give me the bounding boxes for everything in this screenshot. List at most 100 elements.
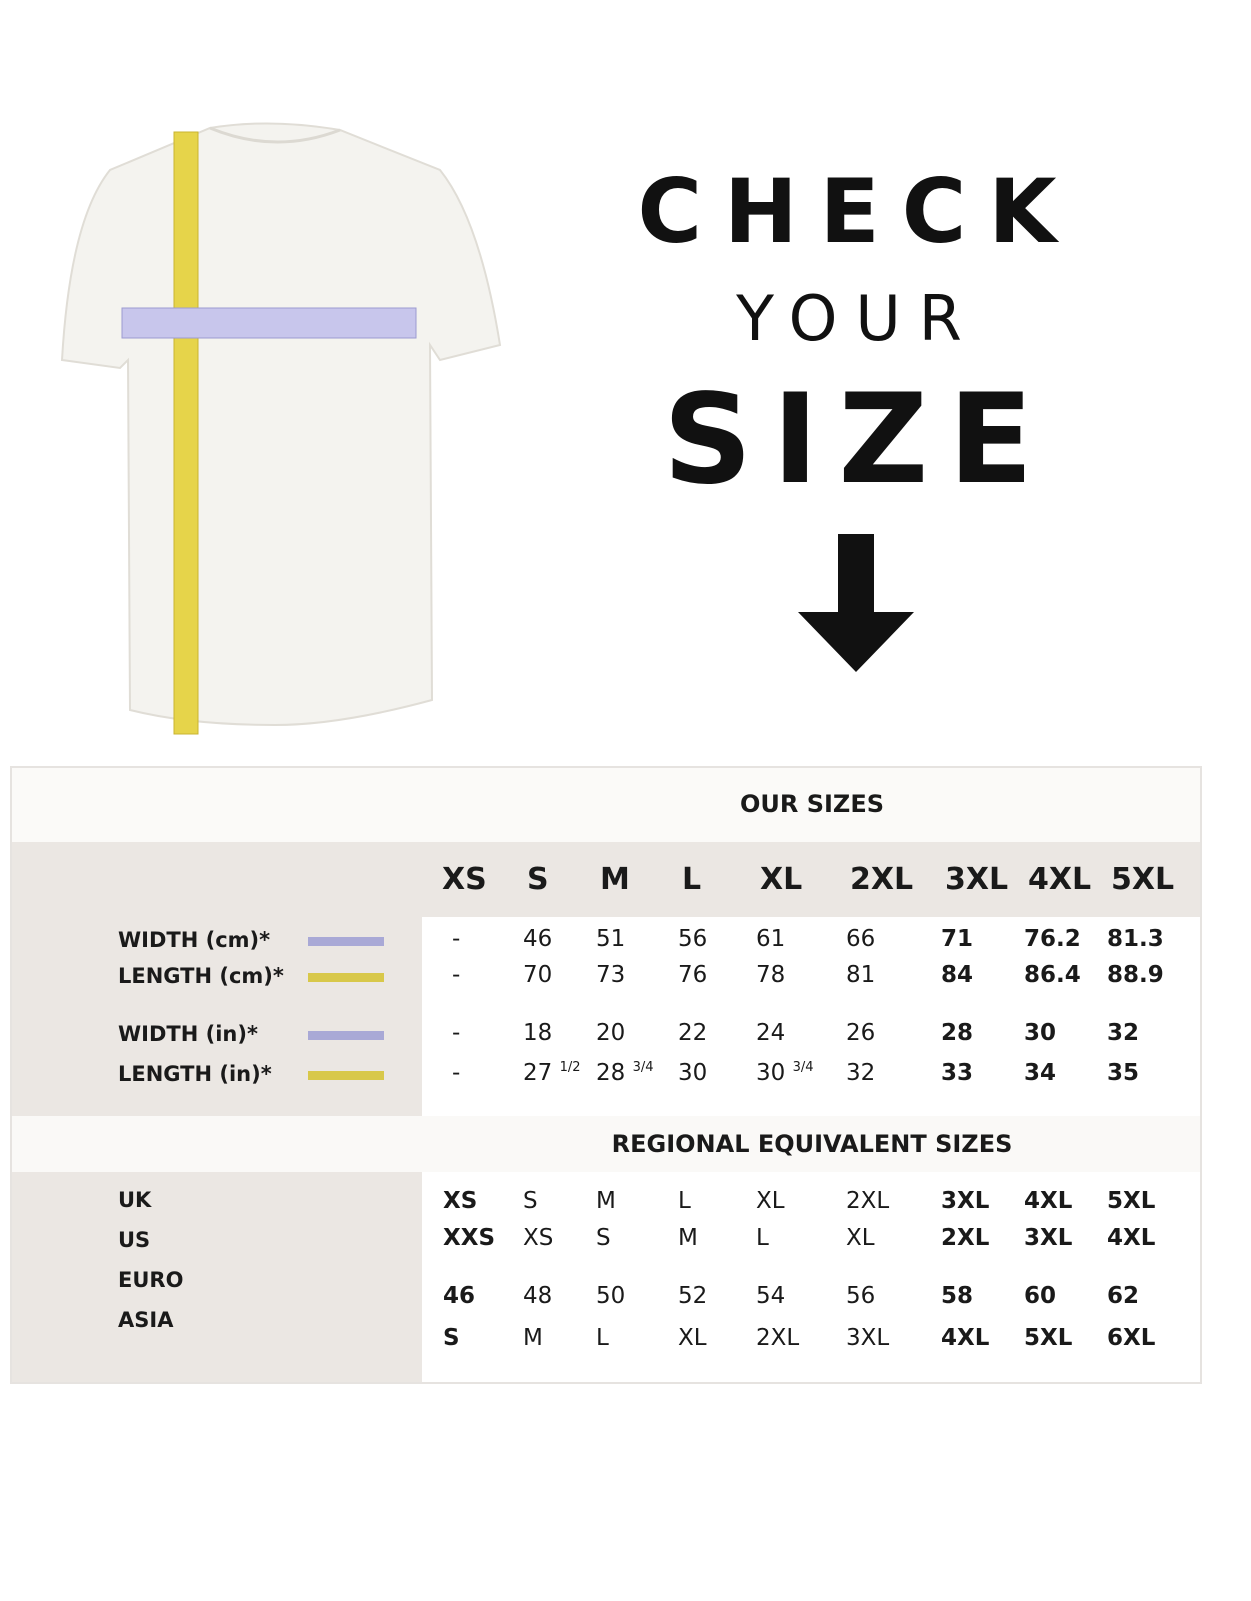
- regional-section: UK XS S M L XL 2XL 3XL 4XL 5XL US XXS XS S M L XL 2XL 3XL 4…: [12, 1172, 1200, 1382]
- size-header-4xl: 4XL: [1028, 862, 1092, 897]
- regional-size-value: XL: [678, 1325, 707, 1351]
- size-value: 35: [1107, 1060, 1140, 1086]
- regional-size-value: 4XL: [1024, 1188, 1073, 1214]
- size-value: 76.2: [1024, 926, 1081, 952]
- size-value: 26: [846, 1020, 876, 1046]
- size-value: 76: [678, 962, 708, 988]
- size-value: -: [452, 1020, 461, 1046]
- regional-header: REGIONAL EQUIVALENT SIZES: [12, 1116, 1200, 1172]
- regional-size-value: XXS: [443, 1225, 496, 1251]
- regional-size-value: 60: [1024, 1283, 1057, 1309]
- regional-size-value: 3XL: [846, 1325, 890, 1351]
- size-value: 71: [941, 926, 974, 952]
- size-value: 30: [678, 1060, 708, 1086]
- region-label-euro: EURO: [118, 1268, 184, 1292]
- size-value: 18: [523, 1020, 553, 1046]
- regional-size-value: L: [596, 1325, 609, 1351]
- heading-size: SIZE: [662, 368, 1054, 512]
- size-header-s: S: [527, 862, 549, 897]
- size-value: 34: [1024, 1060, 1057, 1086]
- regional-size-value: L: [756, 1225, 769, 1251]
- size-value: 30 3/4: [756, 1060, 814, 1086]
- regional-size-value: XS: [443, 1188, 478, 1214]
- size-value: 33: [941, 1060, 974, 1086]
- size-value: 66: [846, 926, 876, 952]
- regional-size-value: M: [523, 1325, 543, 1351]
- heading-your: YOUR: [736, 282, 980, 355]
- region-label-uk: UK: [118, 1188, 152, 1212]
- width-color-key: [308, 937, 384, 946]
- size-value: -: [452, 962, 461, 988]
- regional-size-value: S: [523, 1188, 538, 1214]
- row-label: WIDTH (in)*: [118, 1022, 258, 1046]
- size-value: 81.3: [1107, 926, 1164, 952]
- our-sizes-header: OUR SIZES: [12, 768, 1200, 842]
- regional-size-value: 56: [846, 1283, 876, 1309]
- tshirt-shape: [60, 122, 502, 727]
- regional-size-value: M: [678, 1225, 698, 1251]
- size-header-2xl: 2XL: [850, 862, 914, 897]
- regional-size-value: 5XL: [1107, 1188, 1156, 1214]
- length-tape-measure: [173, 131, 199, 735]
- length-color-key: [308, 973, 384, 982]
- size-value: 86.4: [1024, 962, 1081, 988]
- size-value: 20: [596, 1020, 626, 1046]
- row-label: LENGTH (cm)*: [118, 964, 284, 988]
- size-header-xs: XS: [442, 862, 487, 897]
- regional-size-value: S: [443, 1325, 460, 1351]
- regional-size-value: 4XL: [1107, 1225, 1156, 1251]
- size-value: 24: [756, 1020, 786, 1046]
- our-sizes-section: XS S M L XL 2XL 3XL 4XL 5XL WIDTH (cm)* - 46 51 56 6…: [12, 842, 1200, 1116]
- regional-size-value: 4XL: [941, 1325, 990, 1351]
- size-value: 51: [596, 926, 626, 952]
- regional-size-value: XL: [756, 1188, 785, 1214]
- size-value: 78: [756, 962, 786, 988]
- size-value: 28: [941, 1020, 974, 1046]
- size-value: 81: [846, 962, 876, 988]
- regional-size-value: 50: [596, 1283, 626, 1309]
- size-value: 46: [523, 926, 553, 952]
- size-value: -: [452, 926, 461, 952]
- size-value: 28 3/4: [596, 1060, 654, 1086]
- regional-size-value: 2XL: [846, 1188, 890, 1214]
- our-sizes-title: OUR SIZES: [739, 790, 885, 818]
- region-label-asia: ASIA: [118, 1308, 174, 1332]
- regional-size-value: 3XL: [1024, 1225, 1073, 1251]
- size-value: 27 1/2: [523, 1060, 581, 1086]
- regional-size-value: S: [596, 1225, 611, 1251]
- size-value: 30: [1024, 1020, 1057, 1046]
- size-value: 70: [523, 962, 553, 988]
- regional-size-value: 58: [941, 1283, 974, 1309]
- regional-size-value: 46: [443, 1283, 476, 1309]
- heading-check: CHECK: [637, 160, 1079, 263]
- size-value: 32: [846, 1060, 876, 1086]
- size-value: 88.9: [1107, 962, 1164, 988]
- regional-size-value: M: [596, 1188, 616, 1214]
- fraction: 3/4: [792, 1060, 814, 1075]
- width-tape-measure: [121, 307, 417, 339]
- region-label-us: US: [118, 1228, 151, 1252]
- size-chart-table: OUR SIZES XS S M L XL 2XL 3XL 4XL 5XL WIDTH (cm)…: [10, 766, 1202, 1384]
- regional-size-value: XS: [523, 1225, 554, 1251]
- size-value: 32: [1107, 1020, 1140, 1046]
- size-header-5xl: 5XL: [1111, 862, 1175, 897]
- size-value: -: [452, 1060, 461, 1086]
- tshirt-measurement-illustration: [60, 122, 502, 735]
- row-label: LENGTH (in)*: [118, 1062, 272, 1086]
- size-header-m: M: [600, 862, 630, 897]
- regional-size-value: 54: [756, 1283, 786, 1309]
- regional-size-value: 48: [523, 1283, 553, 1309]
- regional-size-value: XL: [846, 1225, 875, 1251]
- size-value: 61: [756, 926, 786, 952]
- row-label: WIDTH (cm)*: [118, 928, 271, 952]
- regional-size-value: 6XL: [1107, 1325, 1156, 1351]
- width-color-key: [308, 1031, 384, 1040]
- size-header-l: L: [682, 862, 702, 897]
- regional-size-value: 2XL: [941, 1225, 990, 1251]
- length-color-key: [308, 1071, 384, 1080]
- size-value: 84: [941, 962, 974, 988]
- size-value: 56: [678, 926, 708, 952]
- regional-size-value: 5XL: [1024, 1325, 1073, 1351]
- arrow-down-icon: [798, 534, 914, 672]
- size-value: 73: [596, 962, 626, 988]
